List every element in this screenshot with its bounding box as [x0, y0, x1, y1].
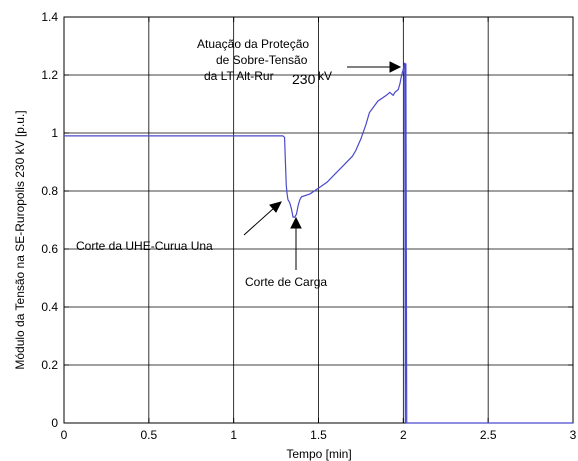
annotation-protection-line2: de Sobre-Tensão [216, 53, 308, 67]
arrow-carga-head [290, 216, 302, 229]
annotation-protection-kv: kV [318, 69, 332, 83]
y-axis-label: Módulo da Tensão na SE-Ruropolis 230 kV … [13, 110, 27, 369]
annotation-arrows [243, 61, 402, 270]
arrow-curua-shaft [243, 207, 275, 236]
grid [64, 17, 573, 423]
x-tick-label: 2 [400, 428, 407, 442]
series-line-voltage [64, 62, 573, 424]
arrow-protection-head [389, 61, 402, 73]
x-tick-label: 0 [61, 428, 68, 442]
x-tick-label: 3 [570, 428, 577, 442]
annotation-protection-line3: da LT Alt-Rur [204, 69, 274, 83]
y-tick-label: 0.6 [41, 242, 58, 256]
arrow-curua-head [269, 201, 282, 213]
tick-labels: 0 0.5 1 1.5 2 2.5 3 0 0.2 0.4 0.6 0.8 1 1.2 1.4 [41, 10, 576, 442]
x-tick-label: 2.5 [480, 428, 497, 442]
annotation-protection-line1: Atuação da Proteção [197, 37, 309, 51]
y-tick-label: 1 [51, 126, 58, 140]
y-tick-label: 0.4 [41, 300, 58, 314]
x-tick-label: 0.5 [140, 428, 157, 442]
y-tick-label: 1.2 [41, 68, 58, 82]
x-tick-label: 1.5 [310, 428, 327, 442]
annotation-corte-carga: Corte de Carga [245, 275, 327, 289]
ticks [63, 16, 574, 424]
annotation-protection-230: 230 [292, 71, 316, 87]
x-tick-label: 1 [230, 428, 237, 442]
x-axis-label: Tempo [min] [286, 447, 351, 461]
y-tick-label: 0.8 [41, 184, 58, 198]
y-tick-label: 1.4 [41, 10, 58, 24]
y-tick-label: 0.2 [41, 358, 58, 372]
annotation-curua-una: Corte da UHE-Curua Una [76, 239, 213, 253]
y-tick-label: 0 [51, 416, 58, 430]
